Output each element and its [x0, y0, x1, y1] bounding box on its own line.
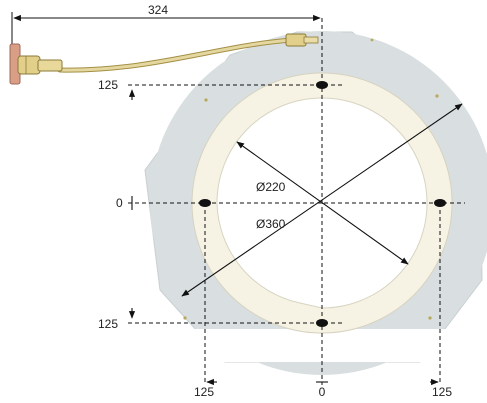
bottom-label-right: 125: [432, 385, 452, 399]
left-label-center: 0: [116, 196, 123, 210]
plate-screw: [428, 316, 432, 320]
plate-screw: [435, 94, 439, 98]
left-label-bottom: 125: [98, 317, 118, 331]
inner-diameter-label: Ø220: [256, 180, 286, 194]
bottom-label-left: 125: [194, 385, 214, 399]
connector-neck: [37, 59, 63, 72]
mount-hole-right: [434, 199, 446, 207]
plate-screw: [370, 38, 374, 42]
mount-hole-bottom: [316, 319, 328, 327]
outer-diameter-line: [181, 103, 463, 297]
top-width-label: 324: [148, 3, 168, 17]
bottom-label-center: 0: [319, 385, 326, 399]
outer-diameter-label: Ø360: [256, 217, 286, 231]
plate-screw: [204, 98, 208, 102]
mount-hole-top: [316, 81, 328, 89]
mount-hole-left: [199, 199, 211, 207]
cable-end-connector: [285, 33, 307, 47]
plate-bottom-flat: [140, 330, 470, 362]
plate-screw: [183, 316, 187, 320]
cable-highlight: [58, 38, 294, 72]
cable-end-tip: [303, 36, 319, 44]
connector-body: [17, 55, 41, 75]
left-label-top: 125: [98, 78, 118, 92]
